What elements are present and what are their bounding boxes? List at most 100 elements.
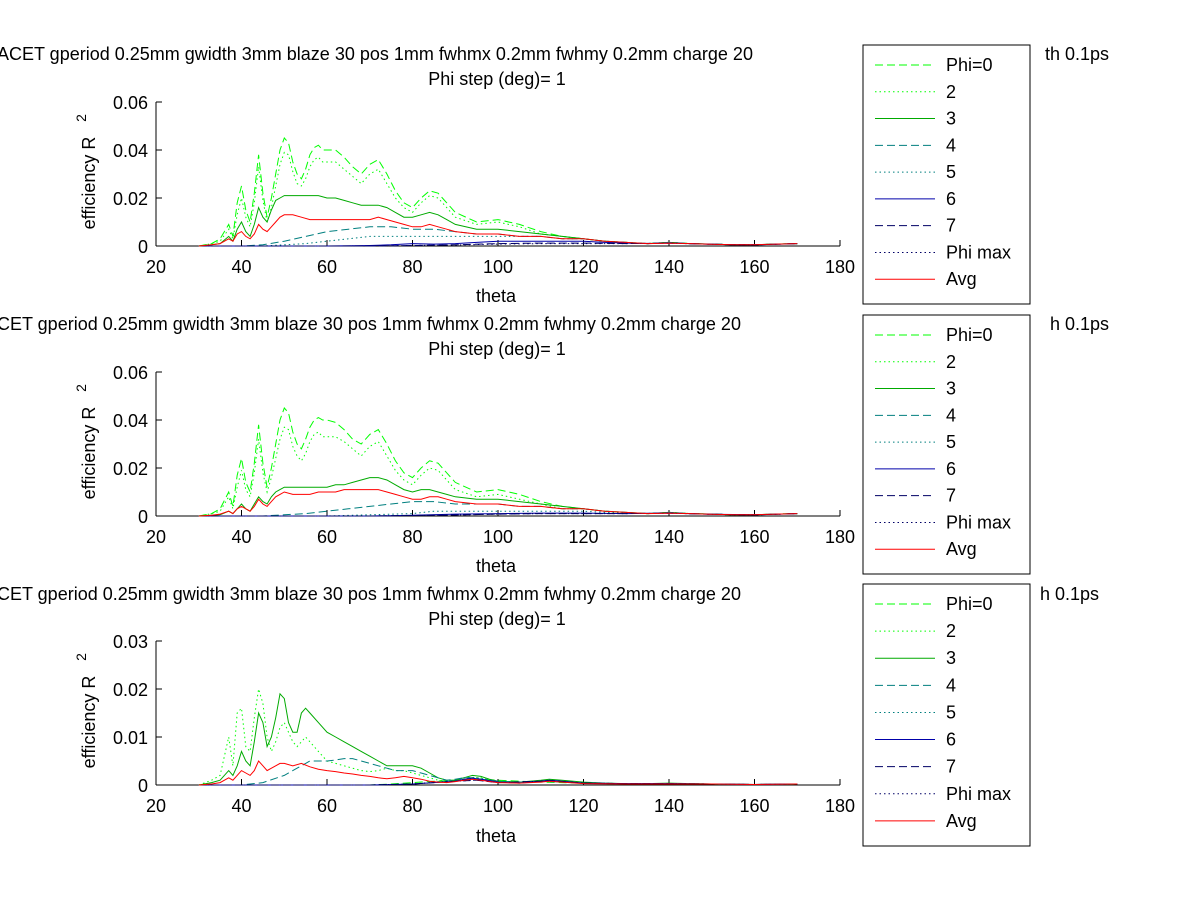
legend-label: Phi=0 [946, 594, 993, 614]
xtick-label: 60 [317, 257, 337, 277]
subplot-3-series [198, 688, 798, 786]
xtick-label: 180 [825, 527, 855, 547]
xtick-label: 80 [402, 257, 422, 277]
subplot-1-legend: Phi=0 2 3 4 5 6 7 Phi max Avg [862, 44, 1031, 305]
series-line-avg [198, 214, 798, 247]
legend-label: 4 [946, 405, 956, 425]
legend-box [862, 583, 1031, 847]
xtick-label: 20 [146, 796, 166, 816]
ytick-label: 0.02 [113, 680, 148, 700]
xtick-label: 120 [568, 257, 598, 277]
legend-label: 4 [946, 675, 956, 695]
ytick-label: 0 [138, 237, 148, 257]
legend-label: 3 [946, 648, 956, 668]
legend-label: 7 [946, 486, 956, 506]
subplot-2-ytick-labels: 0 0.02 0.04 0.06 [113, 363, 148, 527]
xtick-label: 80 [402, 796, 422, 816]
ytick-label: 0.04 [113, 411, 148, 431]
series-line-phi-max [198, 242, 798, 247]
subplot-1-xtick-labels: 20 40 60 80 100 120 140 160 180 [146, 257, 855, 277]
ytick-label: 0 [138, 507, 148, 527]
subplot-3-xtick-labels: 20 40 60 80 100 120 140 160 180 [146, 796, 855, 816]
subplot-1-xlabel: theta [476, 286, 517, 306]
legend-label: Phi max [946, 512, 1011, 532]
xtick-label: 160 [739, 257, 769, 277]
legend-label: 5 [946, 432, 956, 452]
subplot-1-title-tail: th 0.1ps [1045, 44, 1109, 64]
xtick-label: 120 [568, 527, 598, 547]
xtick-label: 20 [146, 527, 166, 547]
xtick-label: 80 [402, 527, 422, 547]
subplot-3-subtitle: Phi step (deg)= 1 [428, 609, 566, 629]
series-line-7 [198, 779, 798, 786]
xtick-label: 120 [568, 796, 598, 816]
legend-label: 7 [946, 757, 956, 777]
series-line-avg [198, 760, 798, 786]
series-line-avg [198, 489, 798, 517]
legend-label: 7 [946, 216, 956, 236]
subplot-1-ylabel-exponent: 2 [73, 114, 89, 122]
subplot-3-ytick-labels: 0 0.01 0.02 0.03 [113, 632, 148, 796]
xtick-label: 180 [825, 796, 855, 816]
subplot-3-xlabel: theta [476, 826, 517, 846]
xtick-label: 40 [231, 527, 251, 547]
xtick-label: 60 [317, 796, 337, 816]
subplot-3: CET gperiod 0.25mm gwidth 3mm blaze 30 p… [0, 583, 1099, 847]
xtick-label: 180 [825, 257, 855, 277]
ytick-label: 0.04 [113, 141, 148, 161]
xtick-label: 140 [654, 527, 684, 547]
legend-label: 2 [946, 82, 956, 102]
xtick-label: 100 [483, 257, 513, 277]
legend-label: 2 [946, 621, 956, 641]
subplot-2: CET gperiod 0.25mm gwidth 3mm blaze 30 p… [0, 314, 1109, 576]
legend-box [862, 314, 1031, 575]
legend-label: 3 [946, 379, 956, 399]
legend-label: Avg [946, 811, 977, 831]
subplot-3-ylabel-exponent: 2 [73, 653, 89, 661]
ytick-label: 0.02 [113, 459, 148, 479]
legend-label: 3 [946, 109, 956, 129]
subplot-1-title: ACET gperiod 0.25mm gwidth 3mm blaze 30 … [0, 44, 753, 64]
xtick-label: 100 [483, 796, 513, 816]
xtick-label: 160 [739, 796, 769, 816]
subplot-2-ylabel-exponent: 2 [73, 384, 89, 392]
subplot-3-legend: Phi=0 2 3 4 5 6 7 Phi max Avg [862, 583, 1031, 847]
xtick-label: 20 [146, 257, 166, 277]
subplot-2-xlabel: theta [476, 556, 517, 576]
xtick-label: 100 [483, 527, 513, 547]
ytick-label: 0.06 [113, 363, 148, 383]
legend-label: 5 [946, 162, 956, 182]
subplot-2-legend: Phi=0 2 3 4 5 6 7 Phi max Avg [862, 314, 1031, 575]
subplot-1: ACET gperiod 0.25mm gwidth 3mm blaze 30 … [0, 44, 1109, 306]
ytick-label: 0 [138, 776, 148, 796]
ytick-label: 0.01 [113, 728, 148, 748]
xtick-label: 140 [654, 796, 684, 816]
subplot-1-ytick-labels: 0 0.02 0.04 0.06 [113, 93, 148, 257]
legend-label: Phi max [946, 242, 1011, 262]
subplot-3-ylabel: efficiency R [79, 676, 99, 769]
series-line-3 [198, 692, 798, 786]
xtick-label: 40 [231, 796, 251, 816]
legend-label: 4 [946, 135, 956, 155]
subplot-2-ylabel-group: efficiency R 2 [73, 384, 99, 499]
legend-label: Avg [946, 539, 977, 559]
subplot-2-xtick-labels: 20 40 60 80 100 120 140 160 180 [146, 527, 855, 547]
legend-label: Avg [946, 269, 977, 289]
legend-label: 2 [946, 352, 956, 372]
xtick-label: 160 [739, 527, 769, 547]
legend-label: 6 [946, 459, 956, 479]
series-line-phi-0 [198, 137, 798, 247]
legend-label: 6 [946, 189, 956, 209]
legend-label: 6 [946, 730, 956, 750]
subplot-2-title: CET gperiod 0.25mm gwidth 3mm blaze 30 p… [0, 314, 741, 334]
subplot-3-ylabel-group: efficiency R 2 [73, 653, 99, 768]
series-line-2 [198, 426, 798, 517]
ytick-label: 0.06 [113, 93, 148, 113]
legend-box [862, 44, 1031, 305]
xtick-label: 140 [654, 257, 684, 277]
subplot-2-series [198, 407, 798, 517]
subplot-3-title-tail: h 0.1ps [1040, 584, 1099, 604]
subplot-2-subtitle: Phi step (deg)= 1 [428, 339, 566, 359]
subplot-1-ylabel: efficiency R [79, 137, 99, 230]
